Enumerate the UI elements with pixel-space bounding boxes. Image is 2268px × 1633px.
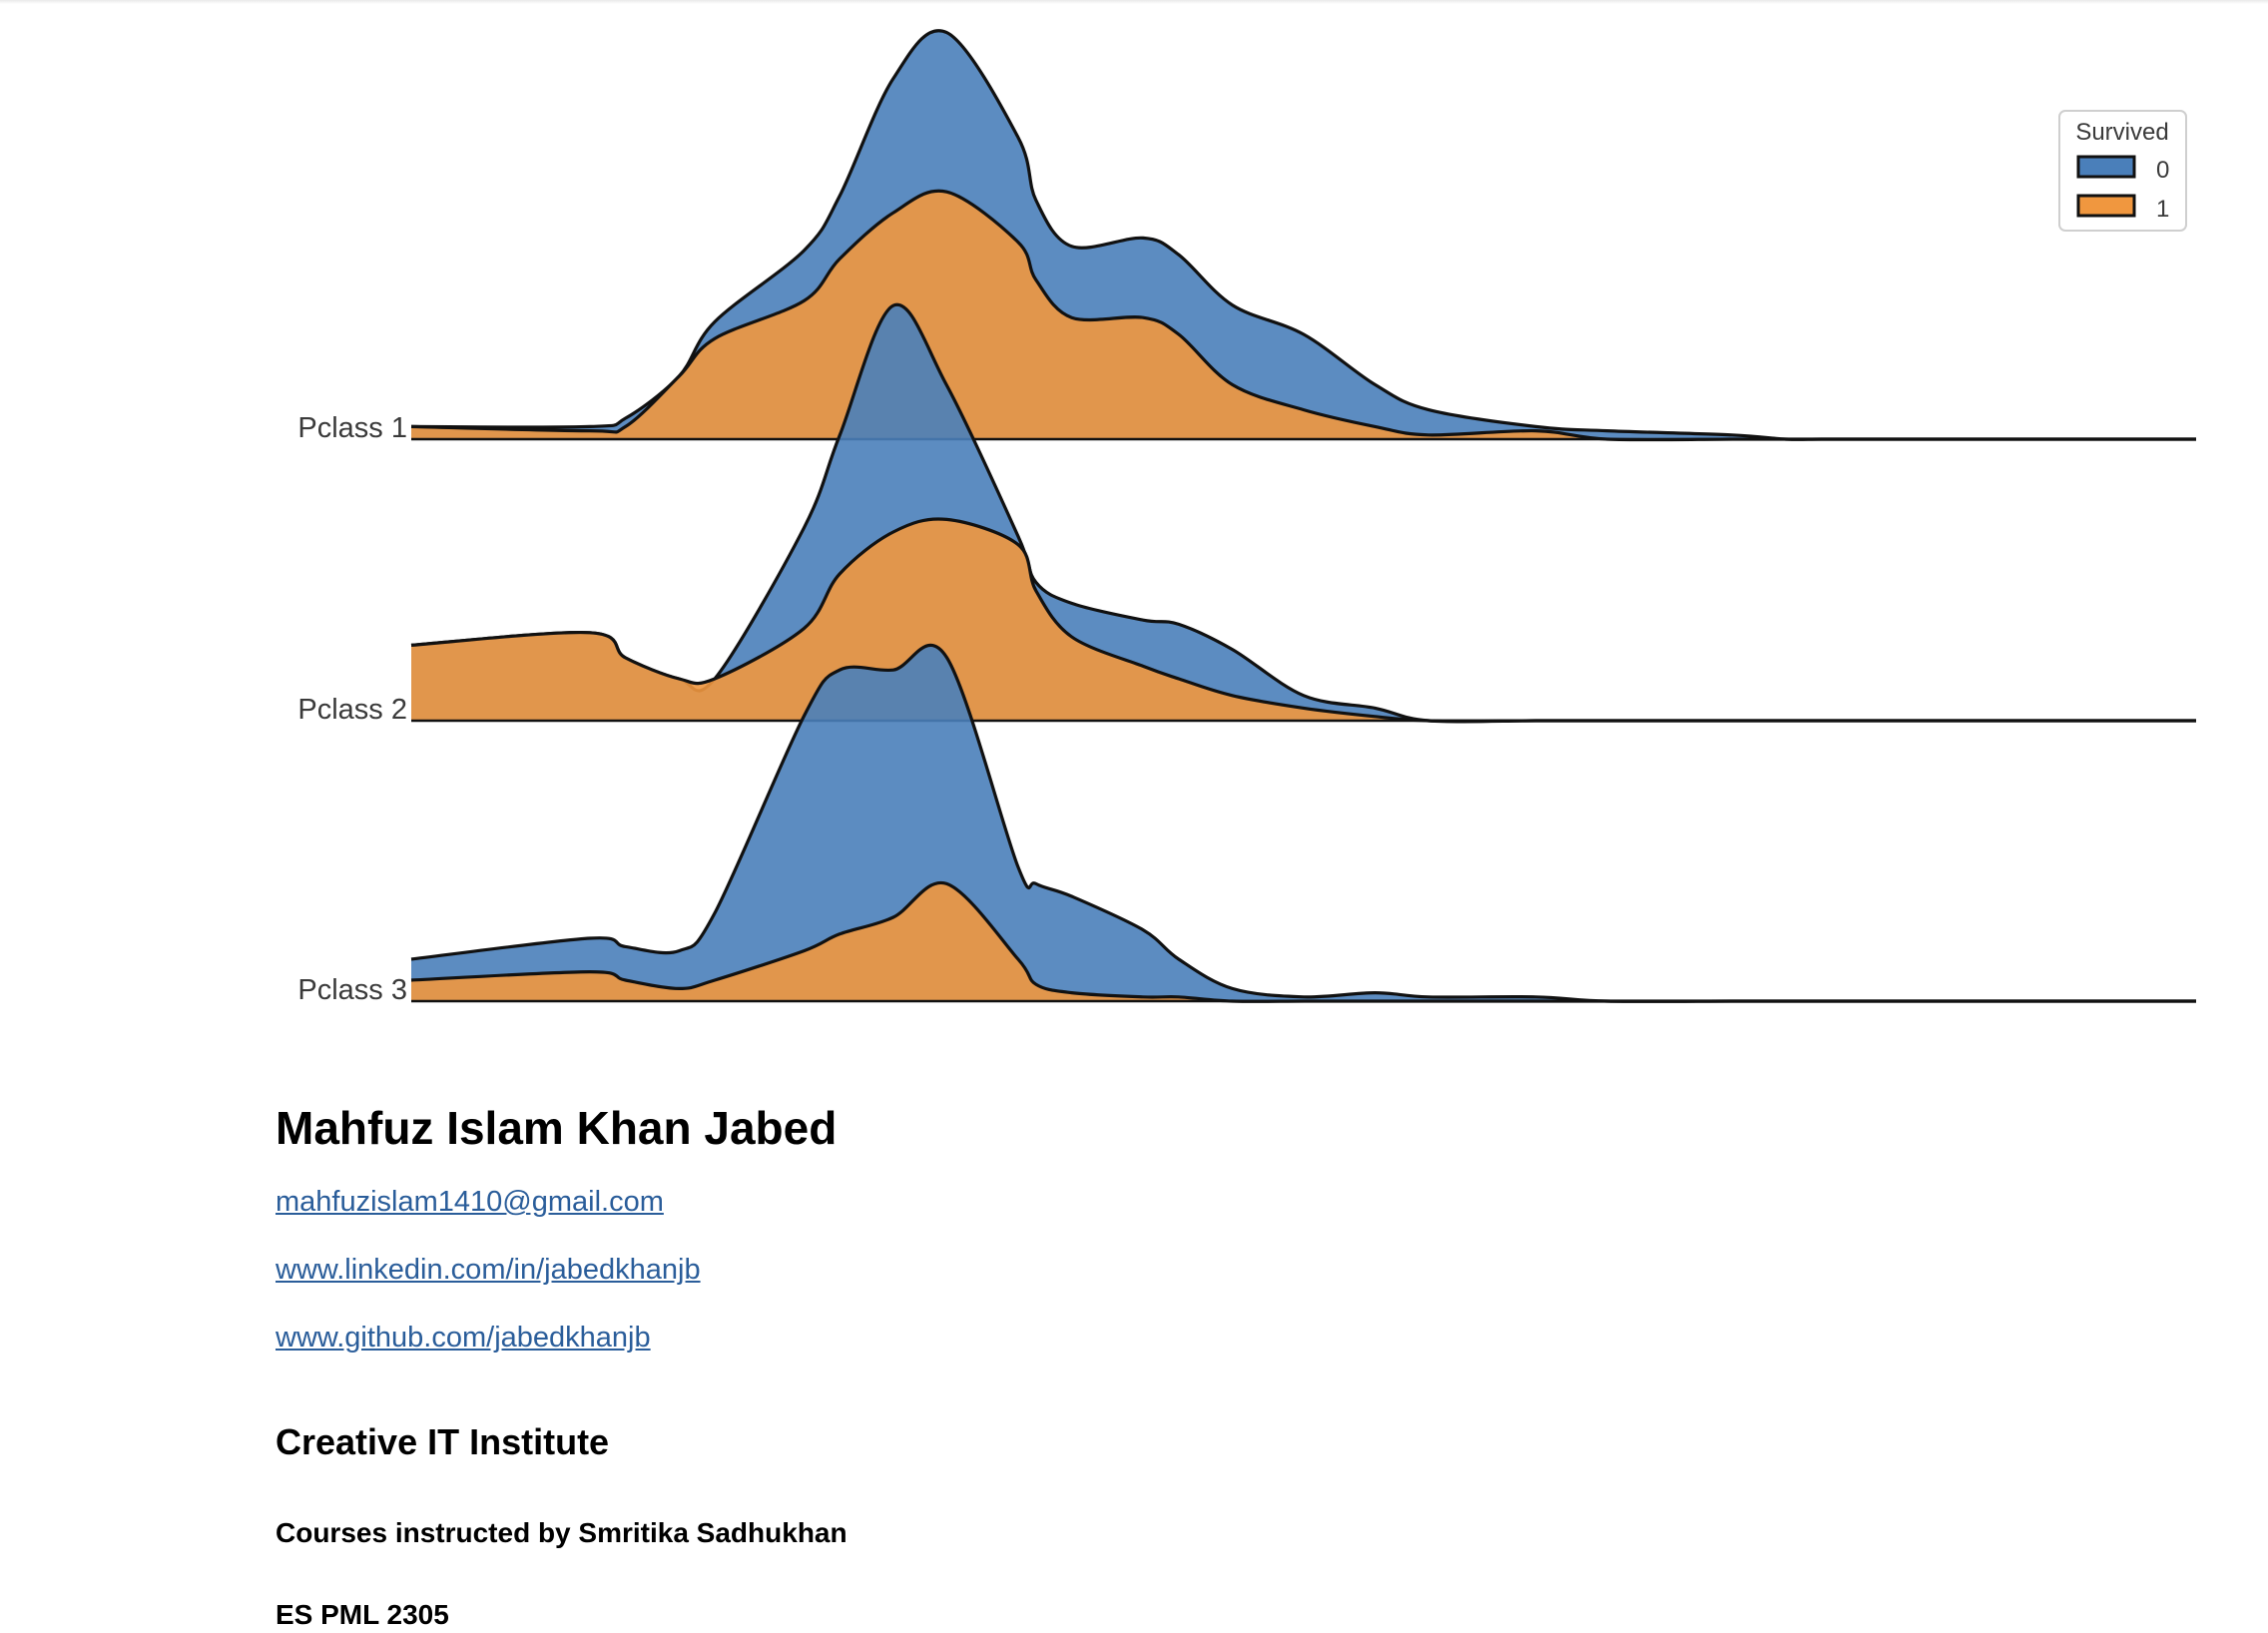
author-info: Mahfuz Islam Khan Jabed mahfuzislam1410@… <box>276 1096 848 1633</box>
ridge-1-area-survived-1 <box>411 191 2196 440</box>
ridge-2-area-survived-1 <box>411 518 2196 722</box>
github-link[interactable]: www.github.com/jabedkhanjb <box>276 1322 651 1354</box>
ridge-label-1: Pclass 1 <box>297 412 407 444</box>
legend-swatch-0 <box>2076 155 2136 179</box>
ridge-3-area-survived-1 <box>411 882 2196 1002</box>
legend-title: Survived <box>2075 119 2168 146</box>
legend-swatch-1 <box>2076 194 2136 218</box>
legend-label-0: 0 <box>2156 157 2169 184</box>
top-shadow <box>0 0 2268 4</box>
ridgeline-chart: Pclass 1 Pclass 2 Pclass 3 Survived 0 1 <box>297 29 2196 1006</box>
email-link[interactable]: mahfuzislam1410@gmail.com <box>276 1186 664 1218</box>
linkedin-link[interactable]: www.linkedin.com/in/jabedkhanjb <box>276 1254 701 1286</box>
chart-legend: Survived 0 1 <box>2058 110 2187 232</box>
ridges-layer <box>410 29 2196 1003</box>
course-instructor-text: Courses instructed by Smritika Sadhukhan <box>276 1517 848 1548</box>
ridge-labels: Pclass 1 Pclass 2 Pclass 3 <box>297 412 407 1006</box>
course-code-text: ES PML 2305 <box>276 1599 449 1630</box>
ridge-3 <box>410 643 2196 1003</box>
ridge-label-2: Pclass 2 <box>297 694 407 726</box>
legend-label-1: 1 <box>2156 196 2169 223</box>
ridge-1 <box>410 29 2196 442</box>
ridge-3-area-survived-0 <box>411 645 2196 1002</box>
ridge-label-3: Pclass 3 <box>297 974 407 1006</box>
chart-svg: Pclass 1 Pclass 2 Pclass 3 Survived 0 1 <box>297 29 2196 1006</box>
institute-heading: Creative IT Institute <box>276 1421 610 1462</box>
author-name: Mahfuz Islam Khan Jabed <box>276 1102 838 1154</box>
